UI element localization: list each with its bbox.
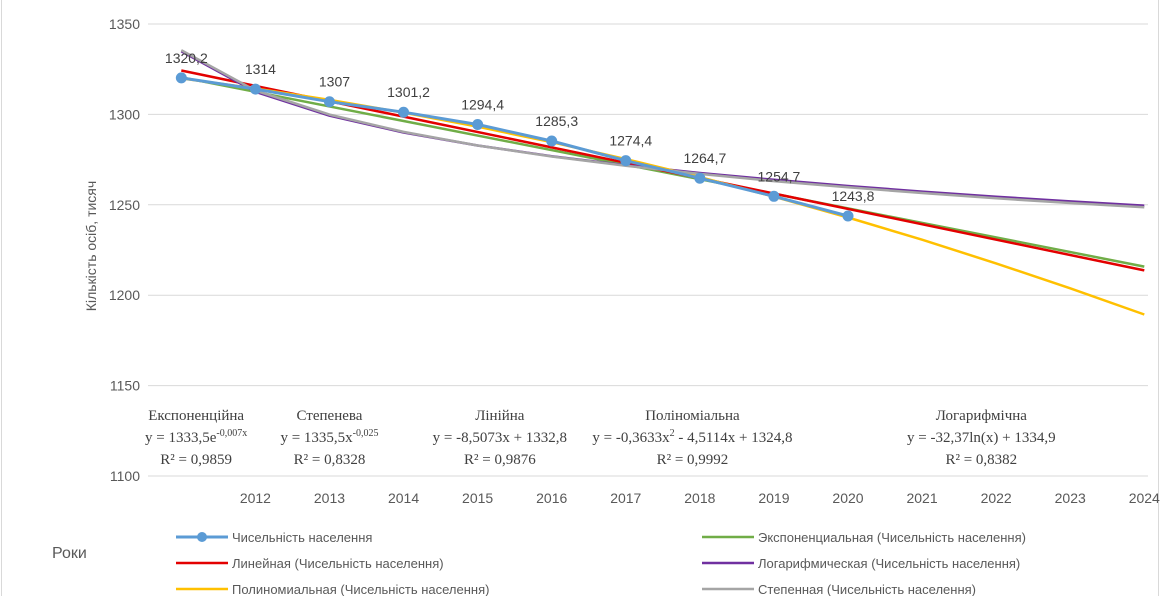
legend-label: Линейная (Чисельність населення) bbox=[232, 556, 444, 571]
data-label: 1254,7 bbox=[758, 168, 801, 184]
x-tick-label: 2014 bbox=[388, 490, 419, 506]
formula-main: y = 1333,5e bbox=[145, 430, 217, 446]
x-tick-label: 2022 bbox=[981, 490, 1012, 506]
equation-name: Степенева bbox=[297, 408, 363, 424]
x-tick-label: 2017 bbox=[610, 490, 641, 506]
equation-name: Поліноміальна bbox=[645, 408, 740, 424]
legend-label: Полиномиальная (Чисельність населення) bbox=[232, 582, 489, 596]
data-label: 1264,7 bbox=[683, 150, 726, 166]
x-tick-label: 2018 bbox=[684, 490, 715, 506]
equation-r-squared: R² = 0,9876 bbox=[464, 452, 536, 468]
data-point bbox=[620, 155, 632, 167]
equation-formula: y = 1335,5x-0,025 bbox=[280, 428, 378, 446]
data-point bbox=[472, 119, 484, 131]
data-label: 1307 bbox=[319, 74, 350, 90]
formula-main: y = -32,37ln(x) + 1334,9 bbox=[907, 430, 1056, 446]
x-tick-label: 2024 bbox=[1129, 490, 1160, 506]
equation-formula: y = -8,5073x + 1332,8 bbox=[433, 430, 567, 446]
equation-formula: y = 1333,5e-0,007x bbox=[145, 428, 247, 446]
y-tick-label: 1200 bbox=[109, 287, 140, 303]
series-line-1 bbox=[181, 76, 1145, 268]
data-point bbox=[398, 106, 410, 118]
equation-name: Експоненційна bbox=[148, 408, 244, 424]
formula-main: y = -0,3633x bbox=[592, 430, 670, 446]
equation-r-squared: R² = 0,9859 bbox=[160, 452, 232, 468]
equation-formula: y = -0,3633x2 - 4,5114x + 1324,8 bbox=[592, 428, 792, 446]
equation-name: Лінійна bbox=[475, 408, 525, 424]
formula-superscript: 2 bbox=[670, 428, 675, 439]
data-label: 1243,8 bbox=[832, 188, 875, 204]
formula-main: y = -8,5073x + 1332,8 bbox=[433, 430, 567, 446]
x-tick-label: 2021 bbox=[906, 490, 937, 506]
data-point bbox=[175, 72, 187, 84]
legend-label: Чисельність населення bbox=[232, 530, 372, 545]
data-label: 1314 bbox=[245, 61, 276, 77]
data-point bbox=[323, 96, 335, 108]
x-tick-label: 2013 bbox=[314, 490, 345, 506]
y-tick-label: 1250 bbox=[109, 197, 140, 213]
legend-marker bbox=[197, 532, 207, 542]
formula-rest: - 4,5114x + 1324,8 bbox=[675, 430, 793, 446]
equation-r-squared: R² = 0,8328 bbox=[294, 452, 366, 468]
data-point bbox=[546, 135, 558, 147]
formula-superscript: -0,007x bbox=[216, 428, 247, 439]
y-tick-label: 1150 bbox=[110, 378, 140, 394]
data-point bbox=[694, 172, 706, 184]
data-point bbox=[842, 210, 854, 222]
equation-r-squared: R² = 0,9992 bbox=[657, 452, 729, 468]
x-tick-label: 2012 bbox=[240, 490, 271, 506]
data-label: 1320,2 bbox=[165, 50, 208, 66]
y-tick-label: 1300 bbox=[109, 106, 140, 122]
formula-superscript: -0,025 bbox=[353, 428, 379, 439]
formula-main: y = 1335,5x bbox=[280, 430, 353, 446]
y-tick-label: 1100 bbox=[110, 468, 140, 484]
equation-name: Логарифмічна bbox=[936, 408, 1028, 424]
legend-label: Логарифмическая (Чисельність населення) bbox=[758, 556, 1020, 571]
x-tick-label: 2023 bbox=[1055, 490, 1086, 506]
data-label: 1294,4 bbox=[461, 97, 504, 113]
x-tick-label: 2020 bbox=[832, 490, 863, 506]
equation-r-squared: R² = 0,8382 bbox=[945, 452, 1017, 468]
data-label: 1301,2 bbox=[387, 84, 430, 100]
x-tick-label: 2016 bbox=[536, 490, 567, 506]
data-point bbox=[249, 83, 261, 95]
legend-label: Экспоненциальная (Чисельність населення) bbox=[758, 530, 1026, 545]
x-tick-label: 2019 bbox=[758, 490, 789, 506]
y-axis-label: Кількість осіб, тисяч bbox=[83, 181, 99, 311]
series-line-0 bbox=[181, 76, 849, 218]
legend-label: Степенная (Чисельність населення) bbox=[758, 582, 976, 596]
y-tick-label: 1350 bbox=[109, 16, 140, 32]
data-label: 1274,4 bbox=[609, 133, 652, 149]
x-axis-label: Роки bbox=[52, 545, 87, 562]
equation-formula: y = -32,37ln(x) + 1334,9 bbox=[907, 430, 1056, 446]
x-tick-label: 2015 bbox=[462, 490, 493, 506]
data-label: 1285,3 bbox=[535, 113, 578, 129]
data-point bbox=[768, 190, 780, 202]
